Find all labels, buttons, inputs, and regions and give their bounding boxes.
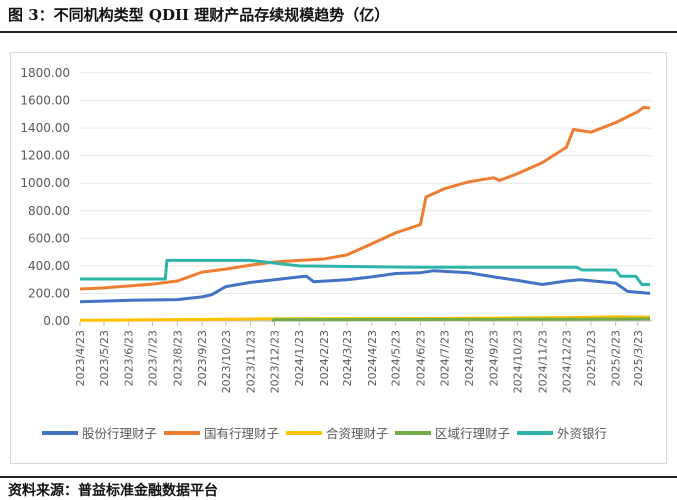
x-tick-label: 2024/3/23	[341, 330, 354, 386]
y-tick-label: 1400.00	[20, 121, 70, 135]
x-tick-label: 2023/8/23	[171, 330, 184, 386]
legend-label: 股份行理财子	[82, 426, 157, 441]
x-tick-label: 2023/12/23	[269, 330, 282, 393]
bottom-rule	[0, 476, 677, 478]
legend-label: 合资理财子	[326, 426, 389, 441]
y-tick-label: 200.00	[28, 286, 70, 300]
figure-title: 图 3：不同机构类型 QDII 理财产品存续规模趋势（亿）	[8, 6, 390, 24]
x-tick-label: 2024/1/23	[293, 330, 306, 386]
chart-frame	[10, 52, 667, 464]
legend-label: 国有行理财子	[204, 426, 279, 441]
top-rule	[0, 31, 677, 33]
series-line-3	[271, 317, 651, 323]
x-tick-label: 2024/4/23	[366, 330, 379, 386]
x-tick-label: 2023/5/23	[98, 330, 111, 386]
y-tick-label: 1800.00	[20, 66, 70, 80]
series-line-0	[79, 269, 651, 304]
x-tick-label: 2023/10/23	[220, 330, 233, 393]
x-tick-label: 2023/4/23	[74, 330, 87, 386]
x-tick-label: 2025/2/23	[610, 330, 623, 386]
y-tick-label: 600.00	[28, 231, 70, 245]
x-tick-label: 2025/1/23	[585, 330, 598, 386]
x-tick-label: 2024/2/23	[318, 330, 331, 386]
y-tick-label: 800.00	[28, 204, 70, 218]
x-tick-label: 2025/3/23	[632, 330, 645, 386]
x-tick-label: 2023/11/23	[245, 330, 258, 393]
x-tick-label: 2023/6/23	[123, 330, 136, 386]
series-line-4	[80, 258, 650, 286]
x-tick-label: 2024/8/23	[463, 330, 476, 386]
x-tick-label: 2024/11/23	[536, 330, 549, 393]
x-tick-label: 2024/5/23	[390, 330, 403, 386]
x-tick-label: 2024/7/23	[438, 330, 451, 386]
y-tick-label: 1600.00	[20, 94, 70, 108]
source-note: 资料来源：普益标准金融数据平台	[8, 483, 218, 499]
x-tick-label: 2024/9/23	[488, 330, 501, 386]
legend-label: 区域行理财子	[435, 426, 510, 441]
series-line-1	[79, 105, 651, 291]
x-tick-label: 2023/9/23	[196, 330, 209, 386]
x-tick-label: 2023/7/23	[147, 330, 160, 386]
y-tick-label: 1200.00	[20, 149, 70, 163]
y-tick-label: 0.00	[43, 314, 70, 328]
legend-label: 外资银行	[557, 426, 607, 441]
y-tick-label: 400.00	[28, 259, 70, 273]
x-tick-label: 2024/10/23	[512, 330, 525, 393]
x-tick-label: 2024/6/23	[414, 330, 427, 386]
x-tick-label: 2024/12/23	[560, 330, 573, 393]
y-tick-label: 1000.00	[20, 176, 70, 190]
